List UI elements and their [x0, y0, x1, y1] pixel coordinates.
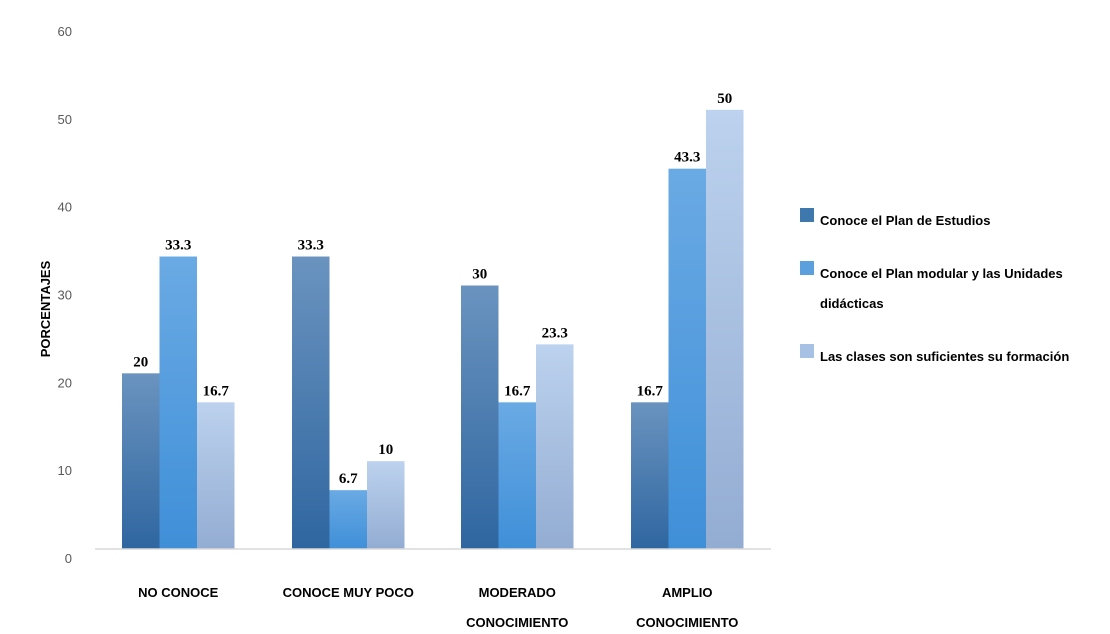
bar-series-2-category-2	[329, 490, 367, 549]
bar-series-2-category-1	[159, 256, 197, 549]
bar-series-1-category-3	[461, 285, 499, 549]
y-tick-label: 40	[58, 200, 72, 215]
bar-chart: 0 10 20 30 40 50 60 20 33.3 30 16.7 33.3 6.7 16.7 43.…	[38, 24, 771, 630]
bar-series-1-category-4	[631, 402, 669, 549]
y-tick-label: 50	[58, 112, 72, 127]
legend-label: Conoce el Plan modular y las Unidades di…	[820, 266, 1063, 311]
data-label: 16.7	[504, 383, 531, 399]
category-label: NO CONOCE	[138, 585, 219, 600]
category-label: CONOCIMIENTO	[466, 615, 568, 630]
bar-series-3-category-4	[706, 109, 744, 549]
legend-label: Conoce el Plan de Estudios	[820, 213, 991, 228]
legend-item: Las clases son suficientes su formación	[800, 342, 1105, 372]
legend-item: Conoce el Plan de Estudios	[800, 206, 1105, 236]
bar-series-2-category-4	[668, 168, 706, 549]
y-tick-label: 10	[58, 463, 72, 478]
y-tick-label: 60	[58, 24, 72, 39]
bar-series-3-category-3	[536, 344, 574, 549]
category-label: MODERADO	[479, 585, 556, 600]
data-label: 10	[378, 442, 393, 458]
data-label: 30	[472, 267, 487, 283]
category-label: AMPLIO	[662, 585, 713, 600]
y-tick-label: 20	[58, 375, 72, 390]
data-label: 23.3	[542, 325, 568, 341]
data-label: 6.7	[339, 471, 358, 487]
data-label: 33.3	[298, 238, 324, 254]
category-label: CONOCIMIENTO	[636, 615, 738, 630]
data-label: 16.7	[637, 383, 664, 399]
data-label: 16.7	[203, 383, 230, 399]
bar-series-3-category-1	[197, 402, 235, 549]
bar-series-3-category-2	[367, 461, 405, 549]
bar-series-1-category-2	[292, 256, 330, 549]
data-label: 33.3	[165, 238, 191, 254]
legend-label: Las clases son suficientes su formación	[820, 349, 1070, 364]
legend: Conoce el Plan de Estudios Conoce el Plan…	[800, 206, 1105, 395]
y-tick-label: 30	[58, 288, 72, 303]
y-axis-label: PORCENTAJES	[38, 260, 53, 357]
data-label: 43.3	[674, 150, 700, 166]
legend-item: Conoce el Plan modular y las Unidades di…	[800, 259, 1105, 319]
legend-swatch	[800, 261, 814, 275]
data-label: 50	[717, 91, 732, 107]
legend-swatch	[800, 344, 814, 358]
category-label: CONOCE MUY POCO	[283, 585, 414, 600]
data-label: 20	[133, 354, 148, 370]
bar-series-1-category-1	[122, 373, 160, 549]
bar-series-2-category-3	[498, 402, 536, 549]
legend-swatch	[800, 208, 814, 222]
y-tick-label: 0	[65, 551, 72, 566]
